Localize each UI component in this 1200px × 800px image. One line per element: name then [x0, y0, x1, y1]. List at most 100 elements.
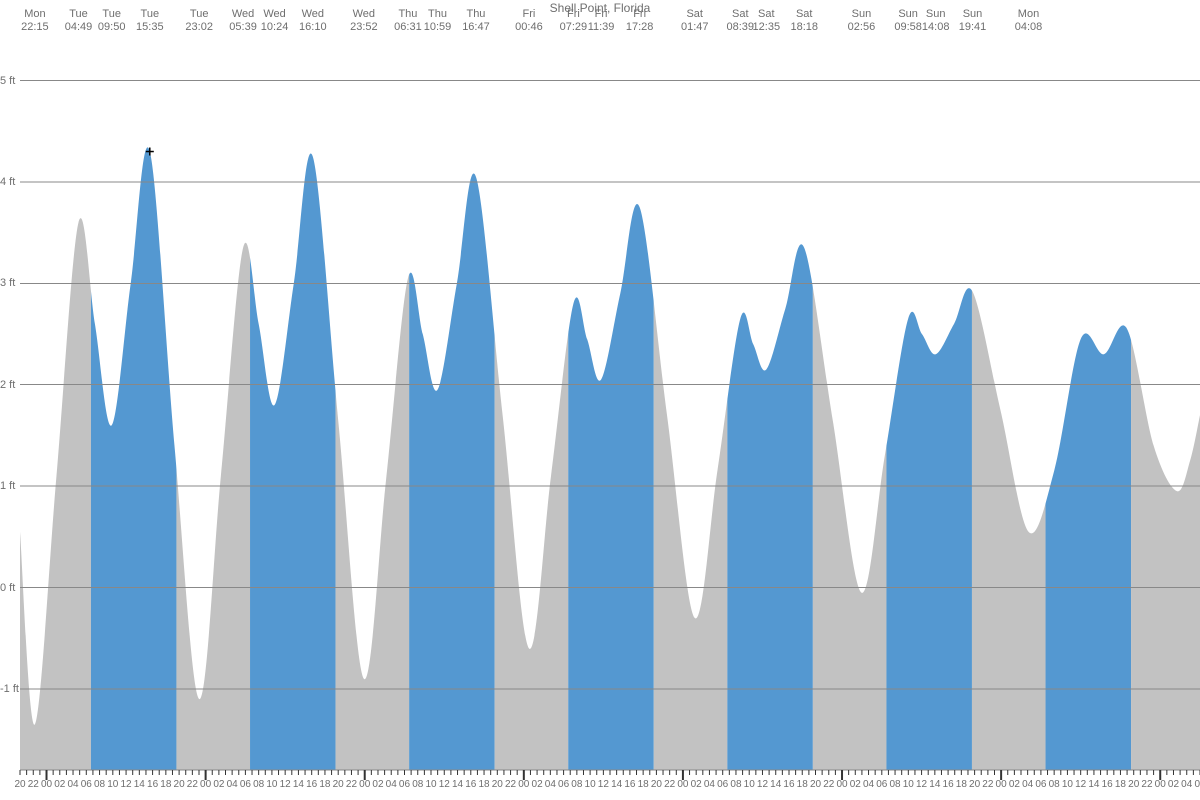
tide-event-label: Fri07:29	[560, 8, 588, 34]
x-hour-label: 10	[425, 779, 436, 790]
x-hour-label: 14	[929, 779, 940, 790]
x-hour-label: 00	[996, 779, 1007, 790]
x-hour-label: 12	[1075, 779, 1086, 790]
x-hour-label: 14	[770, 779, 781, 790]
y-axis-label: 3 ft	[0, 277, 15, 289]
x-hour-label: 18	[160, 779, 171, 790]
x-hour-label: 04	[545, 779, 556, 790]
tide-event-label: Tue09:50	[98, 8, 126, 34]
x-hour-label: 04	[67, 779, 78, 790]
x-hour-label: 14	[293, 779, 304, 790]
x-hour-label: 08	[94, 779, 105, 790]
x-hour-label: 22	[664, 779, 675, 790]
x-hour-label: 18	[1115, 779, 1126, 790]
tide-event-label: Tue04:49	[65, 8, 93, 34]
x-hour-label: 02	[1168, 779, 1179, 790]
x-hour-label: 22	[187, 779, 198, 790]
x-hour-label: 20	[810, 779, 821, 790]
x-hour-label: 12	[598, 779, 609, 790]
tide-event-label: Tue15:35	[136, 8, 164, 34]
tide-event-label: Sun19:41	[959, 8, 987, 34]
x-hour-label: 02	[850, 779, 861, 790]
x-hour-label: 16	[1102, 779, 1113, 790]
y-axis-label: 0 ft	[0, 582, 15, 594]
x-hour-label: 16	[783, 779, 794, 790]
x-hour-label: 12	[916, 779, 927, 790]
x-hour-label: 02	[372, 779, 383, 790]
tide-event-label: Wed05:39	[229, 8, 257, 34]
x-hour-label: 20	[651, 779, 662, 790]
x-hour-label: 08	[1049, 779, 1060, 790]
x-hour-label: 14	[1088, 779, 1099, 790]
x-hour-label: 22	[982, 779, 993, 790]
x-hour-label: 00	[518, 779, 529, 790]
x-hour-label: 20	[1128, 779, 1139, 790]
x-hour-label: 00	[1155, 779, 1166, 790]
x-hour-label: 02	[532, 779, 543, 790]
x-hour-label: 08	[730, 779, 741, 790]
tide-event-label: Thu10:59	[424, 8, 452, 34]
x-hour-label: 22	[823, 779, 834, 790]
tide-chart: Shell Point, Florida -1 ft0 ft1 ft2 ft3 …	[0, 0, 1200, 800]
x-hour-label: 14	[611, 779, 622, 790]
x-hour-label: 16	[306, 779, 317, 790]
x-hour-label: 08	[412, 779, 423, 790]
x-hour-label: 12	[121, 779, 132, 790]
x-hour-label: 04	[704, 779, 715, 790]
x-hour-label: 16	[147, 779, 158, 790]
x-hour-label: 14	[452, 779, 463, 790]
tide-event-label: Sat18:18	[790, 8, 818, 34]
x-hour-label: 10	[903, 779, 914, 790]
x-hour-label: 18	[478, 779, 489, 790]
x-hour-label: 18	[638, 779, 649, 790]
tide-event-label: Wed10:24	[261, 8, 289, 34]
x-hour-label: 06	[876, 779, 887, 790]
x-hour-label: 20	[174, 779, 185, 790]
tide-event-label: Sun14:08	[922, 8, 950, 34]
x-hour-label: 06	[1035, 779, 1046, 790]
y-axis-label: -1 ft	[0, 683, 19, 695]
x-hour-label: 02	[54, 779, 65, 790]
x-hour-label: 20	[333, 779, 344, 790]
x-hour-label: 06	[81, 779, 92, 790]
tide-event-label: Fri00:46	[515, 8, 543, 34]
x-hour-label: 16	[465, 779, 476, 790]
x-hour-label: 18	[956, 779, 967, 790]
tide-area	[20, 40, 1200, 770]
x-hour-label: 04	[386, 779, 397, 790]
y-axis-label: 4 ft	[0, 176, 15, 188]
x-hour-label: 02	[213, 779, 224, 790]
x-hour-label: 22	[1141, 779, 1152, 790]
x-hour-label: 02	[691, 779, 702, 790]
tide-event-label: Fri17:28	[626, 8, 654, 34]
x-hour-label: 10	[1062, 779, 1073, 790]
chart-svg	[0, 0, 1200, 800]
x-hour-label: 08	[889, 779, 900, 790]
tide-event-label: Sun09:58	[894, 8, 922, 34]
x-hour-label: 10	[744, 779, 755, 790]
x-hour-label: 12	[439, 779, 450, 790]
tide-event-label: Sat01:47	[681, 8, 709, 34]
x-hour-label: 06	[558, 779, 569, 790]
tide-event-label: Mon22:15	[21, 8, 49, 34]
x-hour-label: 12	[280, 779, 291, 790]
tide-event-label: Thu16:47	[462, 8, 490, 34]
x-hour-label: 18	[319, 779, 330, 790]
tide-event-label: Mon04:08	[1015, 8, 1043, 34]
x-hour-label: 08	[571, 779, 582, 790]
x-hour-label: 00	[200, 779, 211, 790]
x-hour-label: 10	[266, 779, 277, 790]
x-hour-label: 04	[1022, 779, 1033, 790]
x-hour-label: 02	[1009, 779, 1020, 790]
x-hour-label: 20	[14, 779, 25, 790]
x-hour-label: 04	[227, 779, 238, 790]
x-hour-label: 00	[677, 779, 688, 790]
tide-event-label: Sat08:39	[726, 8, 754, 34]
x-hour-label: 06	[399, 779, 410, 790]
x-hour-label: 00	[41, 779, 52, 790]
y-axis-label: 1 ft	[0, 480, 15, 492]
x-hour-label: 22	[28, 779, 39, 790]
tide-event-label: Sat12:35	[753, 8, 781, 34]
x-hour-label: 08	[253, 779, 264, 790]
tide-event-label: Thu06:31	[394, 8, 422, 34]
